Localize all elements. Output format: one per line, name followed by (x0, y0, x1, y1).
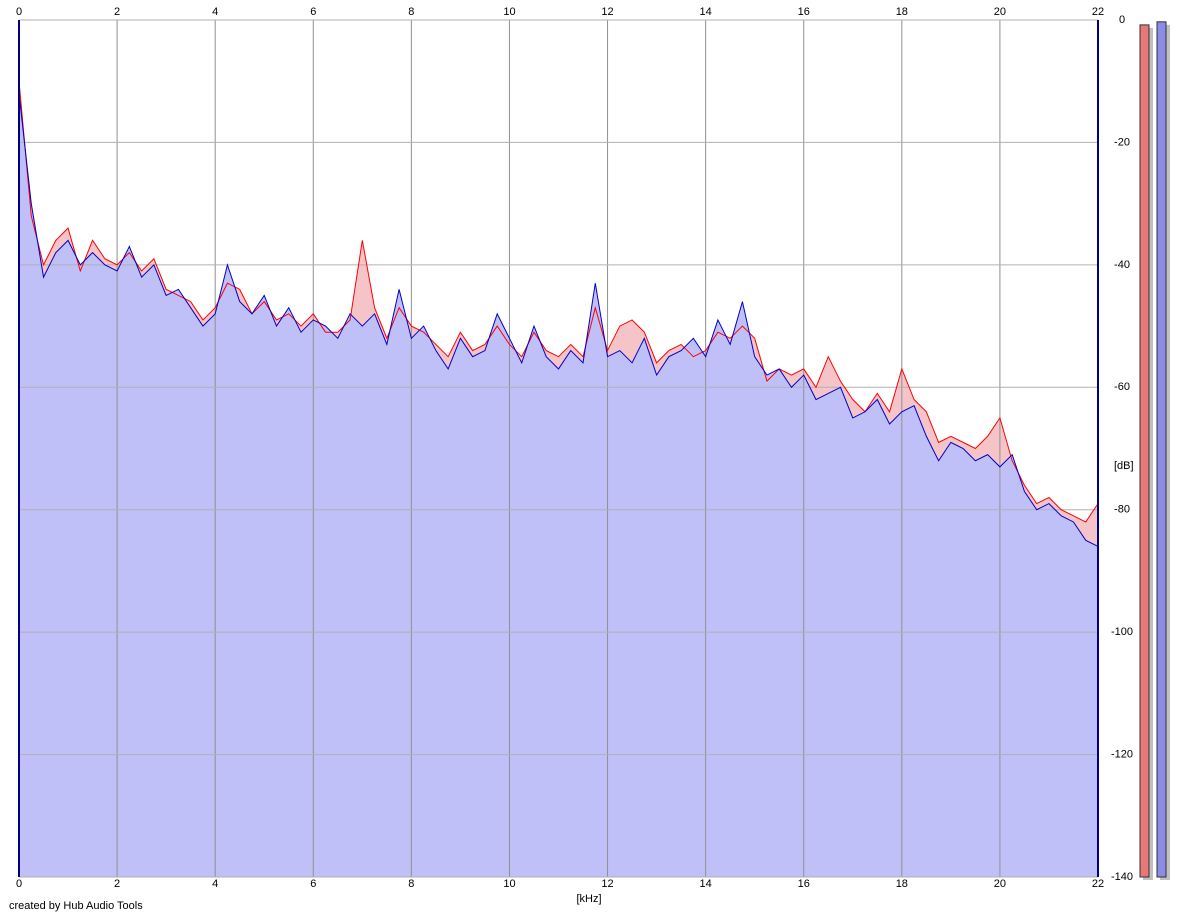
spectrum-line (18, 93, 1099, 547)
y-tick-label: -120 (1111, 748, 1133, 760)
x-tick-label: 4 (212, 878, 218, 890)
y-tick-label: -60 (1114, 381, 1130, 393)
x-tick-label: 10 (503, 878, 515, 890)
x-tick-label: 14 (700, 878, 712, 890)
x-tick-label: 0 (16, 878, 22, 890)
x-tick-label-top: 16 (798, 6, 810, 18)
x-tick-label: 8 (408, 878, 414, 890)
x-tick-label: 20 (994, 878, 1006, 890)
x-tick-label: 6 (310, 878, 316, 890)
x-tick-label-top: 18 (896, 6, 908, 18)
spectrum-line (18, 81, 1099, 523)
x-tick-label-top: 8 (408, 6, 414, 18)
x-tick-label: 12 (601, 878, 613, 890)
credit: created by Hub Audio Tools (9, 900, 143, 912)
x-tick-label-top: 22 (1092, 6, 1104, 18)
x-tick-label-top: 6 (310, 6, 316, 18)
y-axis-label: [dB] (1114, 460, 1134, 472)
x-tick-label: 22 (1092, 878, 1104, 890)
x-axis-label: [kHz] (576, 893, 601, 905)
y-tick-label: -100 (1111, 626, 1133, 638)
x-tick-label: 2 (114, 878, 120, 890)
x-tick-label: 16 (798, 878, 810, 890)
y-tick-label: -140 (1111, 871, 1133, 883)
x-tick-label-top: 0 (16, 6, 22, 18)
x-tick-label-top: 10 (503, 6, 515, 18)
y-tick-label: 0 (1119, 14, 1125, 26)
y-tick-label: -80 (1114, 504, 1130, 516)
y-tick-label: -20 (1114, 136, 1130, 148)
level-meter (1156, 21, 1167, 878)
x-tick-label: 18 (896, 878, 908, 890)
x-tick-label-top: 14 (700, 6, 712, 18)
x-tick-label-top: 20 (994, 6, 1006, 18)
x-tick-label-top: 2 (114, 6, 120, 18)
x-tick-label-top: 4 (212, 6, 218, 18)
x-tick-label-top: 12 (601, 6, 613, 18)
area-fill (19, 93, 1098, 877)
level-meter (1139, 24, 1150, 878)
y-tick-label: -40 (1114, 259, 1130, 271)
